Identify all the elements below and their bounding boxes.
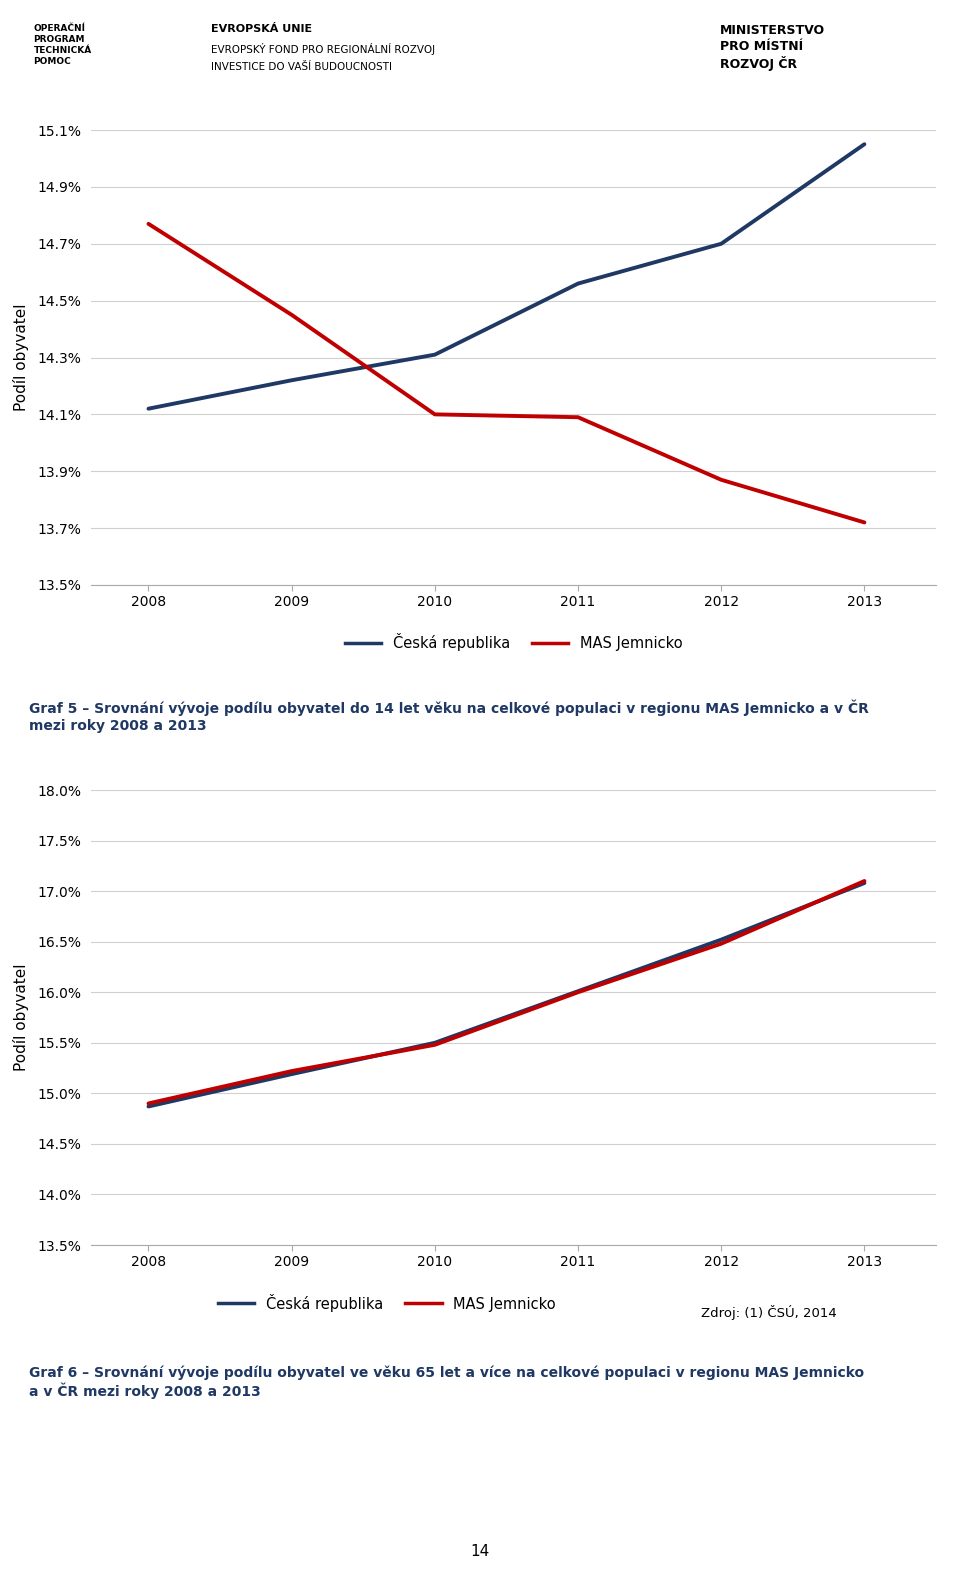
Y-axis label: Podíl obyvatel: Podíl obyvatel bbox=[13, 964, 29, 1072]
Y-axis label: Podíl obyvatel: Podíl obyvatel bbox=[13, 303, 29, 411]
Text: Zdroj: (1) ČSÚ, 2014: Zdroj: (1) ČSÚ, 2014 bbox=[701, 1305, 836, 1320]
Text: 14: 14 bbox=[470, 1545, 490, 1559]
Text: EVROPSKÝ FOND PRO REGIONÁLNÍ ROZVOJ: EVROPSKÝ FOND PRO REGIONÁLNÍ ROZVOJ bbox=[211, 43, 435, 56]
Legend: Česká republika, MAS Jemnicko: Česká republika, MAS Jemnicko bbox=[339, 627, 688, 657]
Text: OPERAČNÍ
PROGRAM
TECHNICKÁ
POMOC: OPERAČNÍ PROGRAM TECHNICKÁ POMOC bbox=[34, 24, 92, 67]
Text: INVESTICE DO VAŠÍ BUDOUCNOSTI: INVESTICE DO VAŠÍ BUDOUCNOSTI bbox=[211, 62, 393, 71]
Text: EVROPSKÁ UNIE: EVROPSKÁ UNIE bbox=[211, 24, 312, 33]
Text: MINISTERSTVO
PRO MÍSTNÍ
ROZVOJ ČR: MINISTERSTVO PRO MÍSTNÍ ROZVOJ ČR bbox=[720, 24, 826, 71]
Text: Graf 6 – Srovnání vývoje podílu obyvatel ve věku 65 let a více na celkové popula: Graf 6 – Srovnání vývoje podílu obyvatel… bbox=[29, 1366, 864, 1399]
Legend: Česká republika, MAS Jemnicko: Česká republika, MAS Jemnicko bbox=[212, 1288, 562, 1318]
Text: Graf 5 – Srovnání vývoje podílu obyvatel do 14 let věku na celkové populaci v re: Graf 5 – Srovnání vývoje podílu obyvatel… bbox=[29, 700, 869, 732]
